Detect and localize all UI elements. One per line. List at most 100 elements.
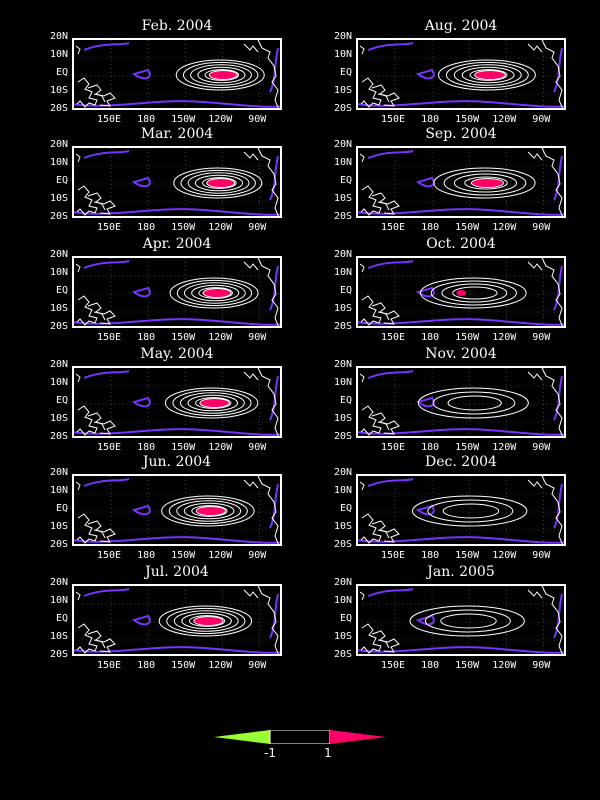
x-tick-label: 90W [532, 660, 551, 671]
coastline [75, 153, 81, 163]
positive-contour [173, 167, 263, 199]
x-tick-label: 90W [532, 114, 551, 125]
coastline [87, 192, 106, 211]
positive-contour [427, 499, 514, 523]
contour-map [358, 258, 564, 326]
coastline [377, 420, 400, 435]
coastline [527, 371, 543, 381]
x-tick-label: 180 [137, 550, 156, 561]
positive-contour [173, 610, 239, 632]
coastline [377, 310, 400, 325]
negative-contour [131, 396, 151, 408]
high-anomaly-shading [195, 506, 227, 516]
high-anomaly-shading [474, 70, 506, 80]
x-tick-label: 150E [97, 114, 122, 125]
coastline [360, 77, 382, 108]
positive-contour [424, 609, 511, 633]
panel-title: Jul. 2004 [145, 564, 209, 580]
coastline [75, 45, 81, 55]
y-tick-label: EQ [339, 613, 352, 624]
x-tick-label: 150W [171, 442, 196, 453]
panel-title: May. 2004 [140, 346, 214, 362]
colorbar-label-neg: -1 [264, 746, 276, 760]
y-tick-label: 10S [49, 413, 68, 424]
x-tick-label: 180 [421, 332, 440, 343]
negative-contour [415, 68, 435, 80]
y-tick-label: 20N [333, 359, 352, 370]
y-tick-label: 10N [333, 49, 352, 60]
panel-title: Mar. 2004 [140, 126, 214, 142]
coastline [257, 368, 279, 436]
y-tick-label: 10N [49, 267, 68, 278]
panel-title: Jun. 2004 [142, 454, 212, 470]
positive-contour [176, 279, 253, 307]
y-tick-label: 10N [333, 267, 352, 278]
negative-contour [83, 370, 130, 379]
contour-map [74, 476, 280, 544]
coastline [257, 148, 279, 216]
contour-map [358, 586, 564, 654]
map-frame [356, 38, 566, 110]
coastline [243, 261, 259, 271]
coastline [93, 528, 116, 543]
y-tick-label: 10S [333, 85, 352, 96]
contour-map [358, 148, 564, 216]
y-tick-label: 10S [49, 303, 68, 314]
coastline [75, 481, 81, 491]
colorbar-middle [269, 730, 331, 744]
positive-contour [183, 502, 235, 520]
x-tick-label: 180 [137, 222, 156, 233]
coastline [76, 623, 98, 654]
coastline [243, 371, 259, 381]
coastline [359, 481, 365, 491]
coastline [243, 479, 259, 489]
positive-contour [194, 174, 244, 192]
coastline [93, 92, 116, 107]
positive-contour [432, 391, 516, 415]
y-tick-label: 20S [49, 103, 68, 114]
y-tick-label: 20S [49, 431, 68, 442]
x-tick-label: 150W [171, 332, 196, 343]
positive-contour [441, 283, 508, 303]
positive-contour [409, 605, 525, 637]
colorbar-positive-triangle [330, 730, 386, 744]
x-tick-label: 120W [208, 114, 233, 125]
x-tick-label: 120W [492, 332, 517, 343]
panel-title: Jan. 2005 [427, 564, 495, 580]
x-tick-label: 150W [171, 114, 196, 125]
x-tick-label: 150E [97, 442, 122, 453]
coastline [377, 528, 400, 543]
negative-contour [415, 614, 435, 626]
positive-contour [188, 615, 226, 627]
x-tick-label: 150E [381, 222, 406, 233]
x-tick-label: 180 [137, 442, 156, 453]
y-tick-label: 20S [49, 649, 68, 660]
coastline [360, 623, 382, 654]
x-tick-label: 150E [381, 332, 406, 343]
negative-contour [367, 370, 414, 379]
y-tick-label: EQ [339, 285, 352, 296]
x-tick-label: 90W [532, 442, 551, 453]
coastline [541, 148, 563, 216]
contour-map [74, 40, 280, 108]
y-tick-label: 10S [49, 521, 68, 532]
x-tick-label: 150E [381, 660, 406, 671]
map-frame [356, 256, 566, 328]
y-tick-label: 10N [333, 157, 352, 168]
coastline [527, 261, 543, 271]
positive-contour [445, 61, 529, 89]
positive-contour [191, 505, 228, 517]
colorbar [214, 730, 386, 744]
coastline [87, 412, 106, 431]
x-tick-label: 180 [137, 114, 156, 125]
negative-contour [131, 68, 151, 80]
negative-contour [367, 150, 414, 159]
coastline [527, 151, 543, 161]
high-anomaly-shading [206, 178, 236, 188]
negative-contour [367, 42, 414, 51]
y-tick-label: EQ [55, 503, 68, 514]
x-tick-label: 150E [381, 442, 406, 453]
coastline [527, 479, 543, 489]
x-tick-label: 150W [171, 660, 196, 671]
positive-contour [469, 69, 508, 81]
